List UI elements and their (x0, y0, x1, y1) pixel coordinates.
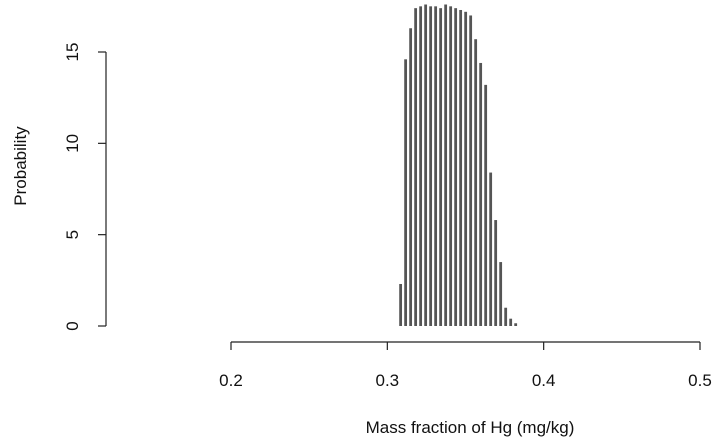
bar-group (399, 4, 518, 327)
histogram-bar-11 (454, 8, 458, 326)
histogram-bar-6 (429, 6, 433, 327)
histogram-bar-9 (444, 4, 448, 326)
histogram-bar-13 (464, 11, 468, 327)
x-tick-label-1: 0.3 (376, 371, 400, 390)
y-tick-label-3: 15 (63, 43, 82, 62)
x-axis-label: Mass fraction of Hg (mg/kg) (366, 418, 575, 437)
histogram-bar-0 (399, 283, 403, 326)
x-axis: 0.2 0.3 0.4 0.5 (219, 341, 712, 390)
histogram-bar-3 (414, 8, 418, 326)
y-tick-label-2: 10 (63, 134, 82, 153)
histogram-bar-16 (479, 62, 483, 327)
histogram-bar-18 (489, 172, 493, 326)
x-tick-label-0: 0.2 (219, 371, 243, 390)
histogram-bar-5 (424, 4, 428, 326)
histogram-bar-2 (409, 28, 413, 326)
histogram-bar-14 (469, 15, 473, 326)
histogram-bar-7 (434, 6, 438, 327)
histogram-bar-22 (509, 318, 513, 326)
histogram-bar-8 (439, 8, 443, 326)
histogram-bar-19 (494, 220, 498, 326)
histogram-bar-20 (499, 262, 503, 326)
histogram-bar-4 (419, 6, 423, 327)
histogram-bar-21 (504, 307, 508, 326)
x-tick-label-3: 0.5 (688, 371, 712, 390)
histogram-bar-17 (484, 84, 488, 326)
y-axis-label: Probability (11, 126, 30, 206)
histogram-bar-10 (449, 6, 453, 327)
histogram-bar-1 (404, 59, 408, 327)
y-tick-label-0: 0 (63, 321, 82, 330)
y-axis: 0 5 10 15 (63, 43, 107, 331)
x-tick-label-2: 0.4 (532, 371, 556, 390)
histogram-bar-12 (459, 9, 463, 327)
y-tick-label-1: 5 (63, 230, 82, 239)
histogram-bar-15 (474, 39, 478, 327)
histogram-bar-23 (514, 323, 518, 326)
